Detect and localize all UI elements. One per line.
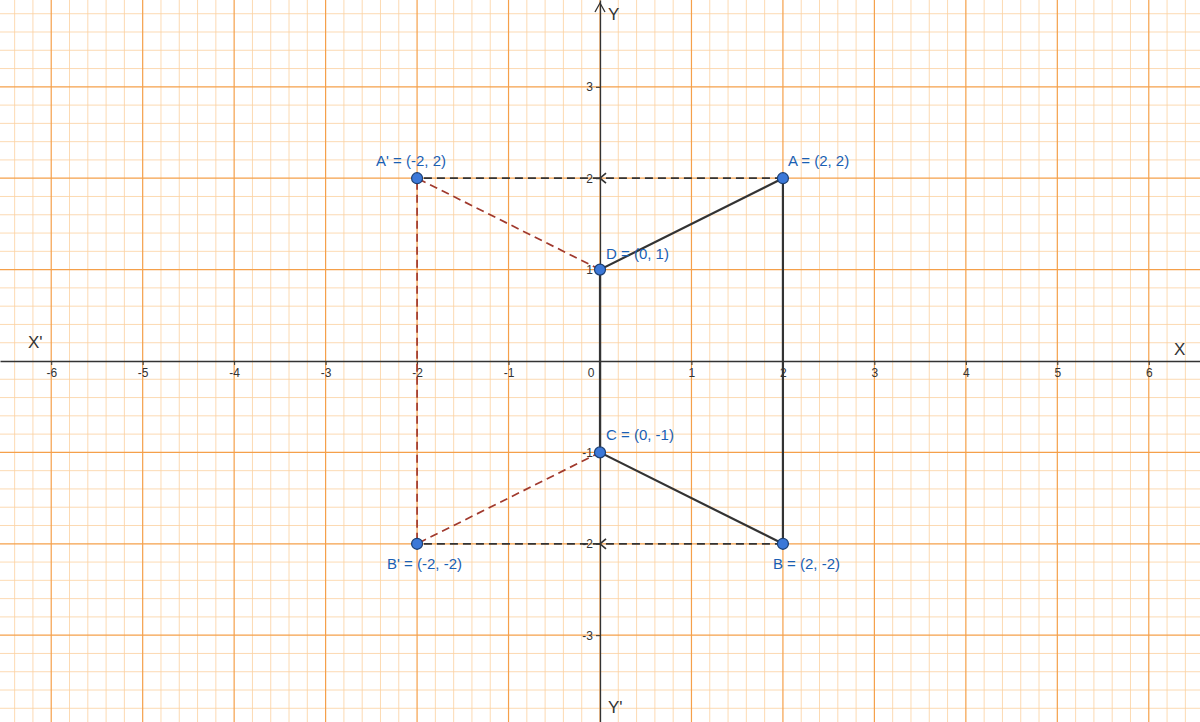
x-tick-mark [874,361,875,365]
x-tick-label: -4 [229,366,240,380]
direction-arrow [600,539,606,549]
point [412,173,423,184]
x-tick: 6 [1146,361,1153,380]
point [412,538,423,549]
point-label: A' = (-2, 2) [376,152,446,169]
x-tick-label: 1 [689,366,696,380]
x-tick-label: 5 [1054,366,1061,380]
y-tick-mark [596,87,600,88]
y-tick: 3 [586,80,600,94]
point-label: C = (0, -1) [606,426,674,443]
x-tick: -6 [46,361,57,380]
x-tick-mark [966,361,967,365]
direction-arrow [600,173,606,183]
point [777,173,788,184]
background [0,0,1200,722]
chart-container: -6-5-4-3-2-10123456-3-2-1123A = (2, 2)B … [0,0,1200,722]
y-tick-label: 3 [586,80,593,94]
x-tick: 1 [689,361,696,380]
y-axis: -3-2-1123 [582,1,600,722]
x-tick: 3 [872,361,879,380]
y-tick: -3 [582,629,600,643]
x-tick-label: 6 [1146,366,1153,380]
axis-title: Y' [608,698,623,717]
x-tick-mark [326,361,327,365]
point-label: B' = (-2, -2) [387,555,462,572]
x-tick-mark [51,361,52,365]
x-tick: 0 [588,361,601,380]
x-tick-label: -5 [138,366,149,380]
point-label: D = (0, 1) [606,245,669,262]
x-tick-label: -3 [321,366,332,380]
x-tick: 4 [963,361,970,380]
x-tick-mark [1149,361,1150,365]
y-axis-arrow [595,3,605,12]
dashed-segment [417,178,600,544]
x-tick-mark [143,361,144,365]
labels: A = (2, 2) B = (2, -2) C = (0, -1) D = (0, … [376,152,849,572]
axis-title: X [1174,340,1185,359]
point-label: A = (2, 2) [788,152,849,169]
x-tick: 5 [1054,361,1061,380]
x-tick-label: 4 [963,366,970,380]
x-tick-mark [691,361,692,365]
plot-area [412,173,789,550]
x-tick: -1 [504,361,515,380]
x-tick-label: 3 [872,366,879,380]
point [777,538,788,549]
point [595,264,606,275]
point-label: B = (2, -2) [773,555,840,572]
x-tick-mark [1057,361,1058,365]
x-tick-mark [509,361,510,365]
y-tick-label: -3 [582,629,593,643]
chart: -6-5-4-3-2-10123456-3-2-1123A = (2, 2)B … [0,0,1200,722]
grid [0,0,1200,722]
x-tick: -3 [321,361,332,380]
x-tick-label: -6 [46,366,57,380]
axis-title: X' [28,333,43,352]
point [595,447,606,458]
x-tick-mark [234,361,235,365]
polygon-edge [600,178,783,544]
y-tick-mark [596,635,600,636]
x-tick: -4 [229,361,240,380]
x-tick-label: 0 [588,366,595,380]
x-tick: -5 [138,361,149,380]
y-tick-label: 1 [586,263,593,277]
axis-title: Y [608,5,619,24]
x-tick-label: -1 [504,366,515,380]
